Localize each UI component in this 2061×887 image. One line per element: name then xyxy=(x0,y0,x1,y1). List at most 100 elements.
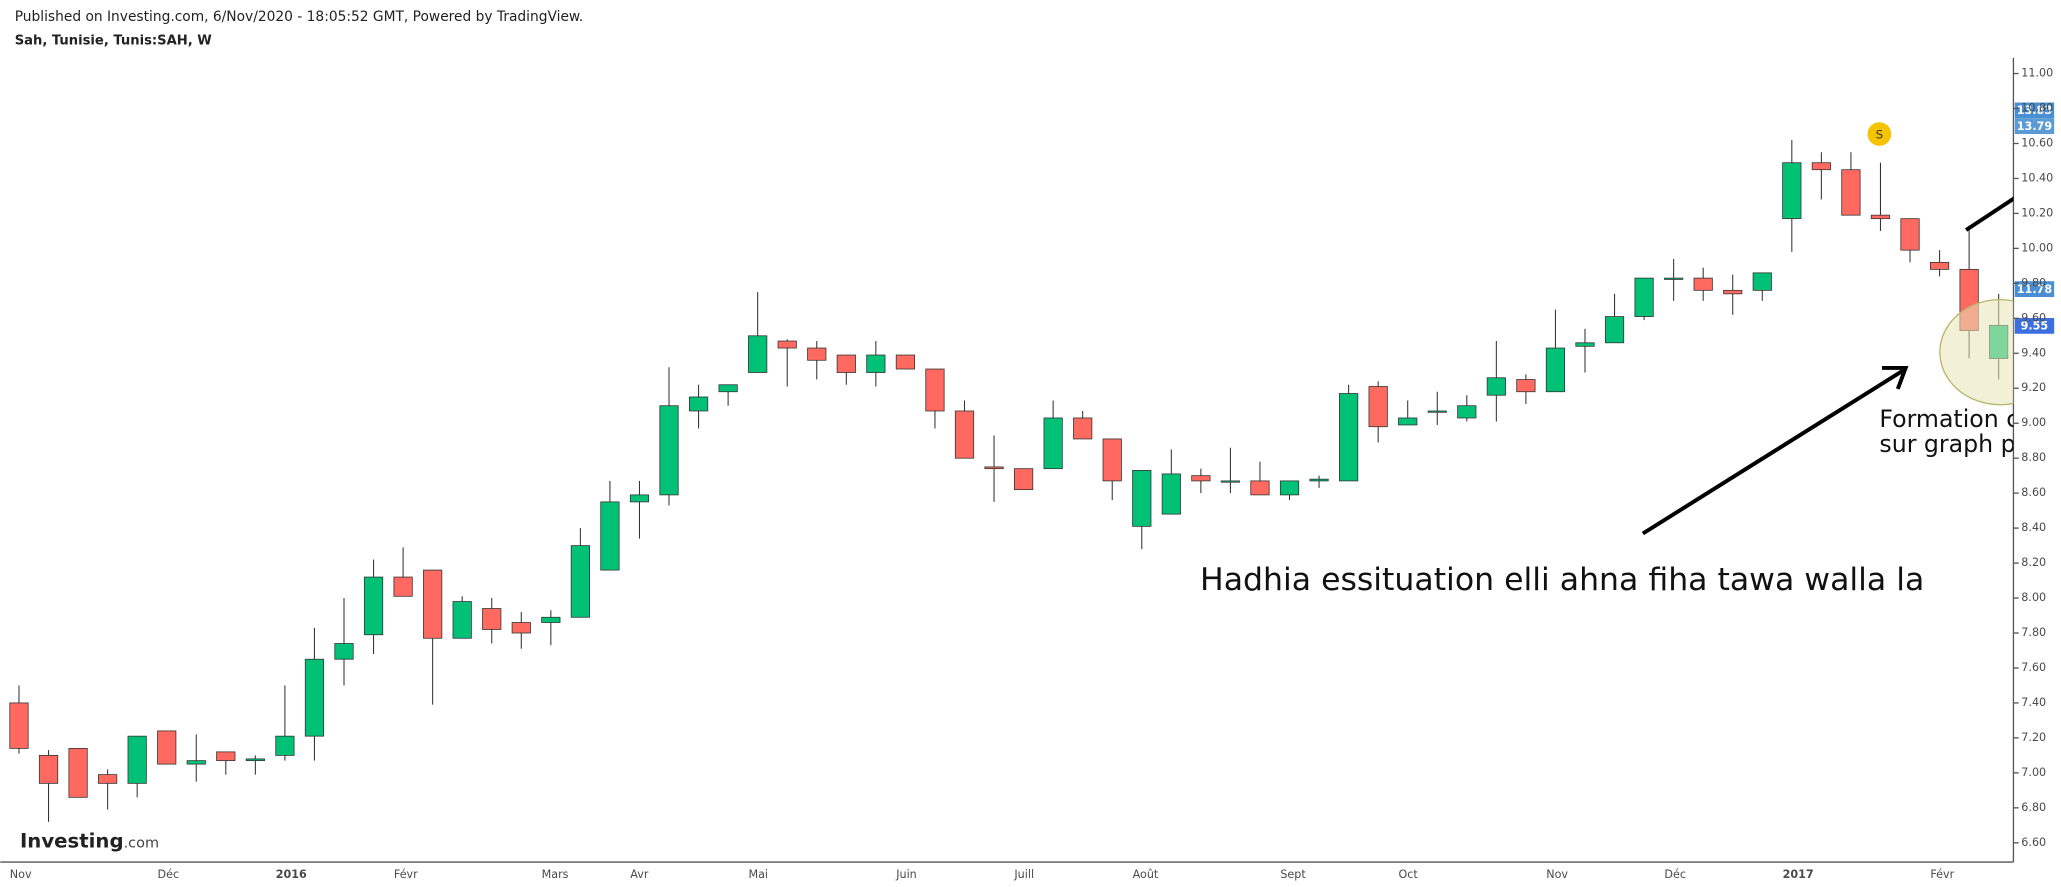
highlight-ellipse xyxy=(1939,298,2014,406)
price-tag xyxy=(2014,281,2055,297)
x-tick-label: Déc xyxy=(158,868,180,881)
candle-body xyxy=(127,735,147,784)
annotation: sur graph p xyxy=(1879,430,2015,458)
candle-body xyxy=(1811,162,1831,171)
y-tick-label: 9.20 xyxy=(2021,381,2046,394)
candle-body xyxy=(1073,417,1093,440)
candle-body xyxy=(1516,379,1536,393)
y-tick-label: 10.00 xyxy=(2021,241,2053,254)
y-tick-label: 7.80 xyxy=(2021,626,2046,639)
candle-body xyxy=(98,774,118,784)
y-tick-label: 8.60 xyxy=(2021,486,2046,499)
candle-body xyxy=(984,466,1004,470)
x-tick-label: Juin xyxy=(895,868,917,881)
candle-body xyxy=(186,760,206,765)
candle-body xyxy=(895,354,915,370)
x-tick-label: Mars xyxy=(542,868,569,881)
candle-body xyxy=(157,730,177,765)
candle-body xyxy=(1132,470,1152,527)
y-tick-label: 10.20 xyxy=(2021,206,2053,219)
header: Published on Investing.com, 6/Nov/2020 -… xyxy=(15,9,584,25)
candle-body xyxy=(1398,417,1418,426)
y-tick-label: 9.40 xyxy=(2021,346,2046,359)
candle-body xyxy=(1427,410,1447,413)
y-tick-label: 10.60 xyxy=(2021,136,2053,149)
candle-body xyxy=(1250,480,1270,496)
candle-body xyxy=(1545,347,1566,393)
candle-body xyxy=(393,576,413,597)
candle-body xyxy=(334,643,354,660)
x-tick-label: Févr xyxy=(394,868,418,881)
dividend-label: S xyxy=(1876,128,1883,142)
dividend-marker[interactable] xyxy=(1867,122,1892,146)
price-tag-label: 9.55 xyxy=(2021,320,2049,333)
y-tick-label: 9.00 xyxy=(2021,416,2046,429)
candle-body xyxy=(1604,316,1625,344)
candle-body xyxy=(68,747,88,798)
candle-body xyxy=(482,608,502,630)
y-tick-label: 8.40 xyxy=(2021,521,2046,534)
plot xyxy=(9,139,2009,822)
candle-body xyxy=(245,758,265,762)
candle-body xyxy=(1929,261,1950,270)
price-tag xyxy=(2014,102,2055,119)
price-tag-label: 11.78 xyxy=(2017,283,2053,296)
candle-body xyxy=(1634,277,1654,317)
candle-body xyxy=(748,335,768,373)
candle-body xyxy=(1191,475,1211,482)
x-tick-label: Nov xyxy=(10,868,32,881)
price-tag-label: 13.83 xyxy=(2017,104,2052,117)
x-tick-label: 2017 xyxy=(1783,868,1814,881)
candle-body xyxy=(1013,468,1034,491)
candle-body xyxy=(541,616,561,623)
y-tick-label: 9.80 xyxy=(2021,276,2046,289)
x-tick-label: 2016 xyxy=(276,868,307,881)
y-tick-label: 10.80 xyxy=(2021,102,2053,115)
candle-body xyxy=(1102,438,1122,482)
candle-body xyxy=(1664,277,1684,280)
y-tick-label: 11.00 xyxy=(2021,67,2053,80)
candle-body xyxy=(1279,480,1300,496)
candle-body xyxy=(1575,342,1595,347)
y-tick-label: 10.40 xyxy=(2021,171,2053,184)
candle-body xyxy=(511,622,531,634)
annotation-layer: Hadhia essituation elli ahna fiha tawa w… xyxy=(1200,196,2015,598)
candle-body xyxy=(570,545,590,618)
candle-body xyxy=(659,405,679,496)
candle-body xyxy=(1368,386,1388,428)
arrow-line xyxy=(1965,196,2014,232)
x-tick-label: Sept xyxy=(1280,868,1306,881)
candle-body xyxy=(1161,473,1181,515)
y-tick-label: 7.40 xyxy=(2021,696,2046,709)
candle-body xyxy=(807,347,827,361)
logo-text: Investing xyxy=(20,830,124,853)
candle-body xyxy=(1457,405,1477,419)
candle-body xyxy=(777,340,797,349)
candle-body xyxy=(688,396,709,412)
candle-body xyxy=(363,576,384,636)
candle-body xyxy=(1486,377,1506,396)
candle-body xyxy=(452,601,472,639)
price-tags: 13.83 13.79 11.78 9.55 xyxy=(2014,102,2055,334)
x-tick-label: Févr xyxy=(1930,868,1954,881)
candle-body xyxy=(954,410,975,459)
y-tick-label: 7.60 xyxy=(2021,661,2046,674)
y-tick-label: 9.60 xyxy=(2021,311,2046,324)
annotation: Hadhia essituation elli ahna fiha tawa w… xyxy=(1200,562,1924,598)
chart-title: Sah, Tunisie, Tunis:SAH, W xyxy=(15,34,213,49)
x-tick-label: Oct xyxy=(1399,868,1419,881)
candle-body xyxy=(38,754,59,784)
candle-body xyxy=(1870,214,1891,220)
candle-body xyxy=(718,384,738,393)
logo: Investing.com xyxy=(20,830,159,853)
candle-body xyxy=(1841,169,1861,216)
candle-body xyxy=(925,368,945,412)
candle-body xyxy=(1752,272,1772,291)
price-tag xyxy=(2014,118,2055,135)
candle-body xyxy=(423,569,443,639)
candle-body xyxy=(1782,162,1802,220)
y-tick-label: 6.80 xyxy=(2021,801,2046,814)
y-tick-label: 7.00 xyxy=(2021,766,2046,779)
candle-body xyxy=(836,354,856,373)
